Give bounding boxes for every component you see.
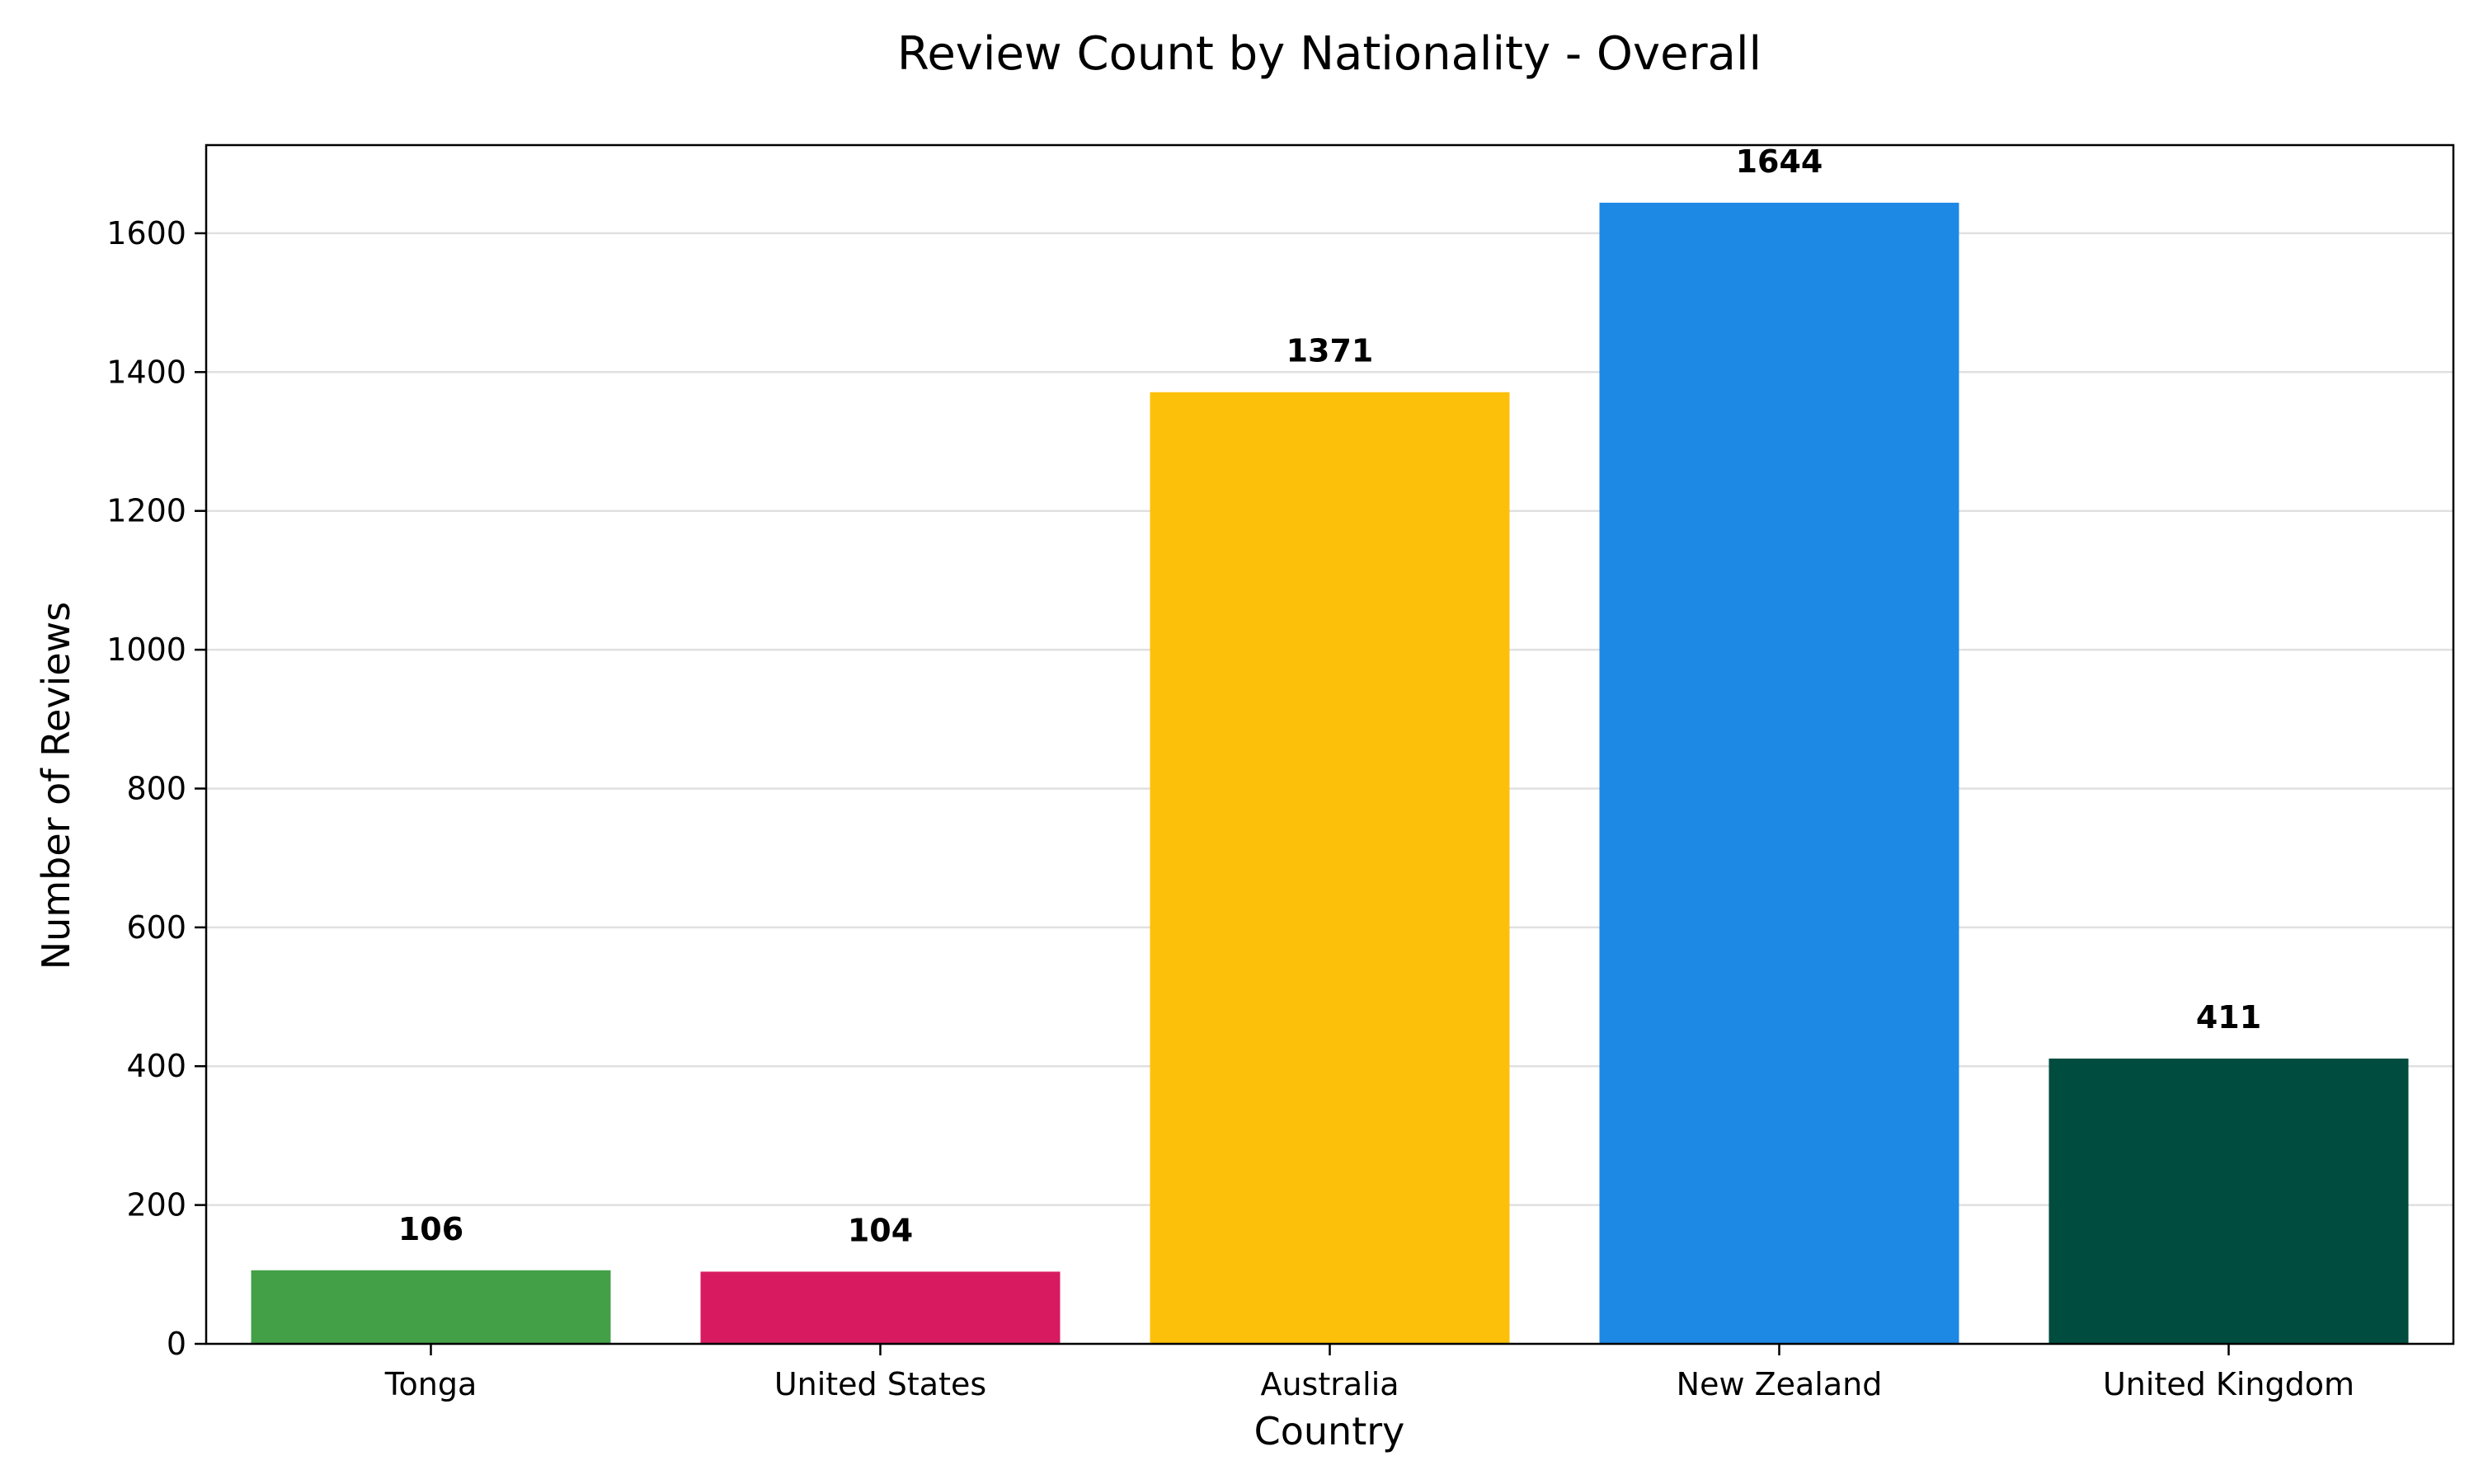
x-axis-label: Country (1254, 1409, 1405, 1453)
x-tick-label: United States (774, 1366, 986, 1402)
y-tick-label: 0 (167, 1326, 186, 1362)
y-tick-label: 1600 (106, 215, 186, 251)
y-tick-label: 800 (126, 770, 186, 806)
plot-frame (205, 143, 2455, 1345)
bar-united-kingdom (2048, 1058, 2409, 1344)
x-tick-label: Tonga (384, 1366, 477, 1402)
y-axis: 0 200 400 600 800 1000 1200 1400 1600 (106, 215, 206, 1362)
bar-tonga (251, 1270, 611, 1344)
y-tick-label: 1400 (106, 354, 186, 390)
x-tick-label: United Kingdom (2103, 1366, 2354, 1402)
y-axis-label: Number of Reviews (34, 602, 78, 970)
y-tick-label: 400 (126, 1048, 186, 1084)
chart-title: Review Count by Nationality - Overall (897, 27, 1761, 81)
data-label: 411 (2196, 999, 2261, 1036)
data-label: 104 (848, 1212, 913, 1248)
x-tick-label: New Zealand (1677, 1366, 1883, 1402)
x-axis: Tonga United States Australia New Zealand Un… (384, 1344, 2354, 1402)
data-label: 106 (398, 1211, 463, 1247)
data-labels: 106 104 1371 1644 411 (398, 143, 2261, 1249)
bars (251, 202, 2409, 1345)
bar-new-zealand (1599, 202, 1959, 1345)
y-tick-label: 1200 (106, 493, 186, 529)
bar-australia (1150, 392, 1510, 1344)
y-tick-label: 200 (126, 1187, 186, 1223)
x-tick-label: Australia (1260, 1366, 1399, 1402)
y-tick-label: 1000 (106, 632, 186, 668)
bar-united-states (700, 1271, 1061, 1344)
data-label: 1371 (1286, 333, 1374, 369)
data-label: 1644 (1736, 143, 1823, 180)
y-tick-label: 600 (126, 909, 186, 946)
